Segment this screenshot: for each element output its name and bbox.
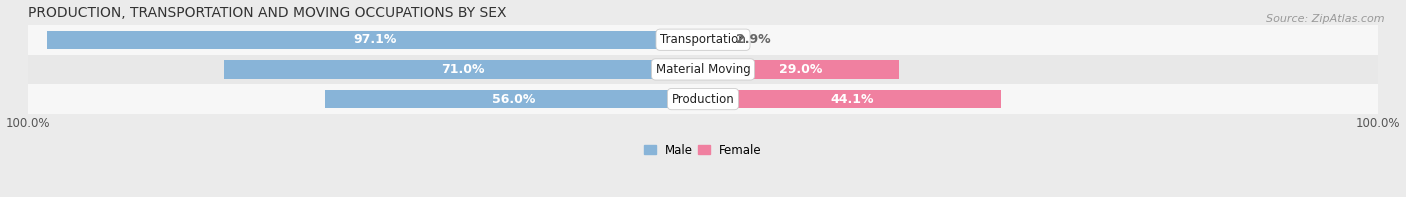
Bar (48, 31, 703, 49)
Text: 44.1%: 44.1% (830, 93, 873, 106)
Text: Source: ZipAtlas.com: Source: ZipAtlas.com (1267, 14, 1385, 24)
Text: 29.0%: 29.0% (779, 63, 823, 76)
Bar (703, 60, 898, 79)
Text: 97.1%: 97.1% (353, 33, 396, 46)
Legend: Male, Female: Male, Female (644, 144, 762, 157)
Text: Transportation: Transportation (661, 33, 745, 46)
Text: Production: Production (672, 93, 734, 106)
Text: PRODUCTION, TRANSPORTATION AND MOVING OCCUPATIONS BY SEX: PRODUCTION, TRANSPORTATION AND MOVING OC… (28, 6, 506, 20)
Text: 56.0%: 56.0% (492, 93, 536, 106)
Bar (224, 60, 703, 79)
Text: 71.0%: 71.0% (441, 63, 485, 76)
Bar (28, 55, 1378, 84)
Bar (28, 25, 1378, 55)
Bar (28, 84, 1378, 114)
Text: Material Moving: Material Moving (655, 63, 751, 76)
Bar (703, 90, 1001, 108)
Bar (325, 90, 703, 108)
Bar (703, 31, 723, 49)
Text: 2.9%: 2.9% (737, 33, 770, 46)
